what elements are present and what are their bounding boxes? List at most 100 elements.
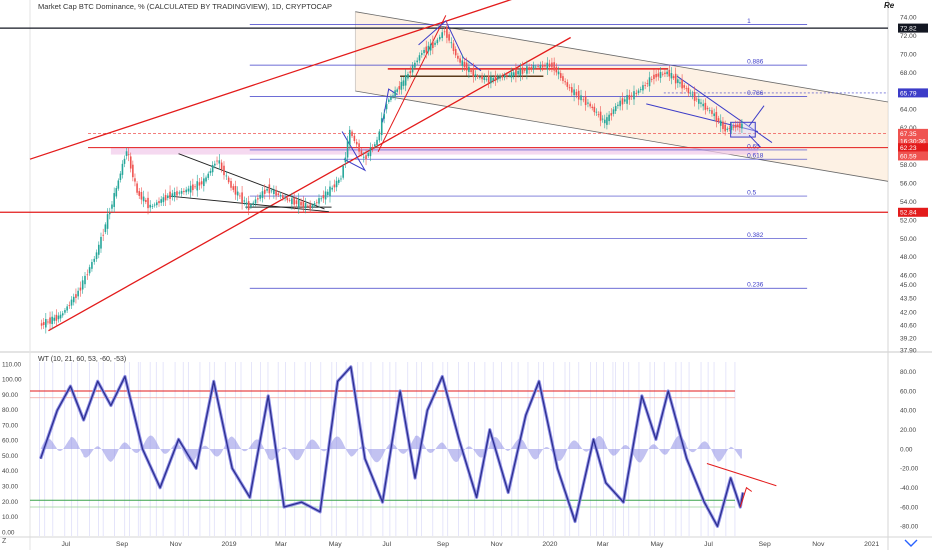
candle-body <box>203 178 205 187</box>
wt-right-axis-tick-8: -80.00 <box>900 524 919 531</box>
candle-body <box>362 156 365 158</box>
candle-body <box>515 69 517 77</box>
candle-body <box>302 201 305 208</box>
candle-body <box>125 151 128 156</box>
candle-body <box>57 315 60 320</box>
candle-body <box>254 199 257 204</box>
candle-body <box>708 110 711 112</box>
candle-body <box>140 192 143 200</box>
candle-body <box>568 87 571 89</box>
candle-body <box>597 114 600 116</box>
candle-body <box>642 85 644 91</box>
price-axis-tick-15: 45.00 <box>900 282 917 289</box>
candle-body <box>169 191 171 199</box>
candle-body <box>329 186 331 197</box>
candle-body <box>512 72 515 76</box>
candle-body <box>79 287 82 291</box>
candle-body <box>575 91 578 96</box>
candle-body <box>573 89 575 96</box>
candle-body <box>142 196 145 202</box>
candle-body <box>119 173 122 180</box>
candle-body <box>650 79 653 80</box>
candle-body <box>51 316 53 325</box>
candle-body <box>661 73 664 75</box>
candle-body <box>194 186 196 188</box>
candle-body <box>506 74 508 77</box>
candle-body <box>291 198 293 205</box>
candle-body <box>528 67 530 71</box>
wt-divergence-line <box>706 463 777 487</box>
candle-body <box>706 107 709 110</box>
candle-body <box>398 86 401 90</box>
candle-body <box>113 193 115 207</box>
candle-body <box>557 71 560 75</box>
candle-body <box>286 197 289 201</box>
candle-body <box>698 98 700 104</box>
price-tag-bg-6 <box>898 207 928 217</box>
wt-left-axis-tick-5: 60.00 <box>2 438 18 445</box>
candle-body <box>593 106 596 113</box>
price-tag-3: 16:30:36 <box>900 139 926 146</box>
candle-body <box>566 82 569 87</box>
target-box <box>730 121 756 138</box>
candle-body <box>129 156 132 169</box>
price-axis-tick-6: 62.00 <box>900 125 917 132</box>
time-axis-tick-0: Jul <box>62 541 71 548</box>
candle-body <box>81 280 84 290</box>
candle-body <box>173 192 176 198</box>
candle-body <box>677 79 679 83</box>
candle-body <box>261 191 264 199</box>
wt-line <box>39 366 744 527</box>
candle-body <box>309 204 311 209</box>
candle-body <box>331 187 333 190</box>
candle-body <box>198 182 201 186</box>
candle-body <box>355 141 358 145</box>
candle-body <box>257 198 259 200</box>
candle-body <box>346 140 349 158</box>
candle-body <box>468 66 470 73</box>
candle-body <box>279 195 282 197</box>
candle-body <box>537 66 539 68</box>
candle-body <box>156 202 158 206</box>
candle-body <box>564 81 566 83</box>
price-axis-tick-12: 50.00 <box>900 236 917 243</box>
wt-right-axis-tick-3: 20.00 <box>900 427 916 434</box>
timezone-label[interactable]: Z <box>2 538 7 545</box>
price-axis-tick-5: 64.00 <box>900 107 917 114</box>
candle-body <box>93 258 96 262</box>
candle-body <box>623 99 626 102</box>
candle-body <box>724 124 726 132</box>
candle-body <box>470 70 472 72</box>
candle-body <box>282 195 284 199</box>
candle-body <box>452 43 455 51</box>
candle-body <box>40 323 43 326</box>
candle-body <box>61 313 64 316</box>
candle-body <box>584 96 587 106</box>
candle-body <box>416 60 418 63</box>
price-tag-6: 52.84 <box>900 210 917 217</box>
candle-body <box>570 87 573 93</box>
candle-body <box>637 90 640 94</box>
candle-body <box>659 71 662 78</box>
price-axis-tick-8: 58.00 <box>900 162 917 169</box>
wt-left-axis-tick-0: 110.00 <box>2 361 22 368</box>
candle-body <box>104 224 107 233</box>
candle-body <box>418 55 421 61</box>
candle-body <box>559 73 562 78</box>
candle-body <box>612 109 615 114</box>
candle-body <box>492 77 494 81</box>
price-axis-tick-16: 43.50 <box>900 296 917 303</box>
candle-body <box>599 111 602 121</box>
candle-body <box>717 118 720 122</box>
candle-body <box>526 66 528 74</box>
fib-level-label-5: 0.5 <box>747 190 756 197</box>
candle-body <box>324 191 327 200</box>
wt-left-axis-tick-3: 80.00 <box>2 407 18 414</box>
candle-body <box>427 45 430 52</box>
wt-right-axis-tick-4: 0.00 <box>900 446 913 453</box>
fib-level-label-7: 0.236 <box>747 282 764 289</box>
candle-body <box>472 68 475 78</box>
channel-bottom-line <box>355 90 889 182</box>
candle-body <box>97 244 100 255</box>
